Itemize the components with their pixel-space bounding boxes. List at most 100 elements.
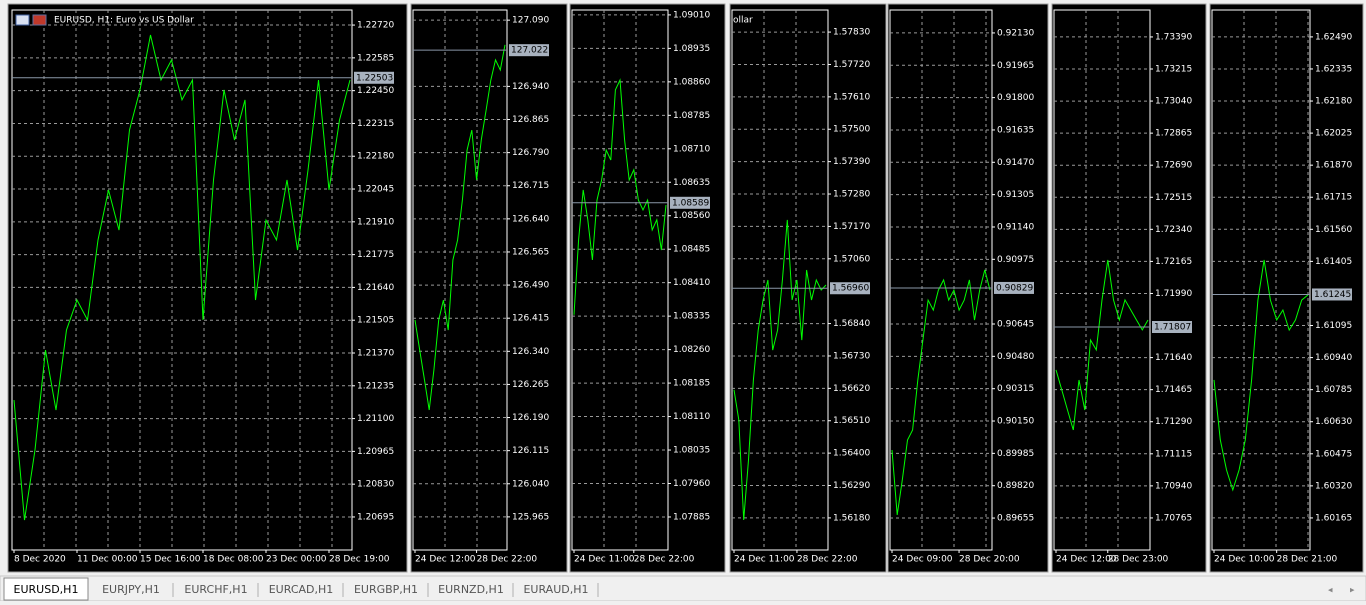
plot-frame xyxy=(571,9,669,551)
tab[interactable] xyxy=(3,577,89,601)
price-tag xyxy=(670,196,710,209)
y-tick-label: 1.60940 xyxy=(1315,353,1352,363)
y-tick-label: 1.08785 xyxy=(673,111,710,121)
y-tick-label: 126.790 xyxy=(512,148,549,158)
y-tick-label: 1.08110 xyxy=(673,412,710,422)
tab-label[interactable]: EURCAD,H1 xyxy=(269,583,334,596)
y-tick-label: 126.640 xyxy=(512,214,549,224)
scroll-left[interactable]: ◂ xyxy=(1328,586,1333,596)
x-tick-label: 24 Dec 11:00 xyxy=(734,555,795,565)
tab-label[interactable]: EURNZD,H1 xyxy=(438,583,504,596)
tab[interactable] xyxy=(429,580,513,599)
price-tag xyxy=(830,282,870,295)
y-tick-label: 126.190 xyxy=(512,413,549,423)
y-tick-label: 0.91305 xyxy=(997,190,1034,200)
y-tick-label: 1.56400 xyxy=(833,449,870,459)
y-tick-label: 1.08560 xyxy=(673,211,710,221)
y-tick-label: 1.21370 xyxy=(357,348,394,358)
x-tick-label: 28 Dec 23:00 xyxy=(1108,555,1169,565)
tab[interactable] xyxy=(259,580,343,599)
x-tick-label: 28 Dec 22:00 xyxy=(797,555,858,565)
y-tick-label: 1.62335 xyxy=(1315,64,1352,74)
scroll-right[interactable]: ▸ xyxy=(1350,586,1355,596)
price-line xyxy=(733,219,827,521)
y-tick-label: 1.20965 xyxy=(357,447,394,457)
y-tick-label: 126.340 xyxy=(512,347,549,357)
price-line xyxy=(1213,259,1309,492)
y-tick-label: 1.61405 xyxy=(1315,257,1352,267)
y-tick-label: 1.57830 xyxy=(833,28,870,38)
plot-frame xyxy=(412,9,508,551)
y-tick-label: 1.71990 xyxy=(1155,289,1192,299)
tab-label[interactable]: EURGBP,H1 xyxy=(354,583,418,596)
y-tick-label: 126.565 xyxy=(512,247,549,257)
tab-label[interactable]: EURAUD,H1 xyxy=(523,583,588,596)
y-tick-label: 1.08335 xyxy=(673,312,710,322)
y-tick-label: 1.73390 xyxy=(1155,32,1192,42)
chart-window xyxy=(569,3,726,573)
y-tick-label: 1.56290 xyxy=(833,481,870,491)
price-line xyxy=(414,44,506,411)
y-tick-label: 1.71290 xyxy=(1155,417,1192,427)
price-tag-label: 1.08589 xyxy=(672,198,709,208)
y-tick-label: 126.115 xyxy=(512,446,549,456)
y-tick-label: 1.60785 xyxy=(1315,385,1352,395)
y-tick-label: 126.265 xyxy=(512,380,549,390)
y-tick-label: 1.09010 xyxy=(673,10,710,20)
flag-icon xyxy=(32,14,47,26)
y-tick-label: 1.72690 xyxy=(1155,161,1192,171)
y-tick-label: 1.72865 xyxy=(1155,129,1192,139)
y-tick-label: 1.08260 xyxy=(673,345,710,355)
price-tag-label: 1.61245 xyxy=(1314,290,1351,300)
plot-frame xyxy=(11,9,353,551)
y-tick-label: 0.90975 xyxy=(997,255,1034,265)
y-tick-label: 125.965 xyxy=(512,512,549,522)
y-tick-label: 0.91470 xyxy=(997,158,1034,168)
y-tick-label: 1.71115 xyxy=(1155,449,1192,459)
y-tick-label: 1.60320 xyxy=(1315,481,1352,491)
x-tick-label: 24 Dec 10:00 xyxy=(1214,555,1275,565)
y-tick-label: 1.60475 xyxy=(1315,449,1352,459)
y-tick-label: 1.73215 xyxy=(1155,65,1192,75)
x-tick-label: 23 Dec 00:00 xyxy=(266,555,327,565)
price-tag-label: 127.022 xyxy=(511,46,548,56)
y-tick-label: 1.07885 xyxy=(673,512,710,522)
price-line xyxy=(573,78,667,315)
y-tick-label: 1.56180 xyxy=(833,513,870,523)
x-tick-label: 28 Dec 22:00 xyxy=(477,555,538,565)
y-tick-label: 1.57060 xyxy=(833,254,870,264)
y-tick-label: 1.61560 xyxy=(1315,225,1352,235)
y-tick-label: 0.92130 xyxy=(997,28,1034,38)
x-tick-label: 11 Dec 00:00 xyxy=(77,555,138,565)
y-tick-label: 126.715 xyxy=(512,181,549,191)
x-tick-label: 24 Dec 11:00 xyxy=(574,555,635,565)
y-tick-label: 1.57170 xyxy=(833,222,870,232)
y-tick-label: 1.08410 xyxy=(673,278,710,288)
tab[interactable] xyxy=(89,580,173,599)
tab-label[interactable]: EURUSD,H1 xyxy=(14,583,79,596)
y-tick-label: 1.60630 xyxy=(1315,417,1352,427)
y-tick-label: 1.61870 xyxy=(1315,161,1352,171)
y-tick-label: 0.91635 xyxy=(997,125,1034,135)
y-tick-label: 1.72515 xyxy=(1155,193,1192,203)
chart-title: ollar xyxy=(733,16,753,26)
tab[interactable] xyxy=(514,580,598,599)
price-tag-label: 1.22503 xyxy=(356,73,393,83)
x-tick-label: 28 Dec 22:00 xyxy=(634,555,695,565)
x-tick-label: 15 Dec 16:00 xyxy=(140,555,201,565)
y-tick-label: 0.91140 xyxy=(997,222,1034,232)
tab[interactable] xyxy=(174,580,258,599)
y-tick-label: 1.22180 xyxy=(357,152,394,162)
y-tick-label: 0.90645 xyxy=(997,320,1034,330)
y-tick-label: 1.72340 xyxy=(1155,225,1192,235)
y-tick-label: 1.21775 xyxy=(357,250,394,260)
y-tick-label: 1.20695 xyxy=(357,512,394,522)
y-tick-label: 1.61715 xyxy=(1315,193,1352,203)
x-tick-label: 8 Dec 2020 xyxy=(14,555,66,565)
tab-label[interactable]: EURJPY,H1 xyxy=(102,583,160,596)
tab[interactable] xyxy=(344,580,428,599)
tab-label[interactable]: EURCHF,H1 xyxy=(184,583,247,596)
y-tick-label: 1.08185 xyxy=(673,379,710,389)
